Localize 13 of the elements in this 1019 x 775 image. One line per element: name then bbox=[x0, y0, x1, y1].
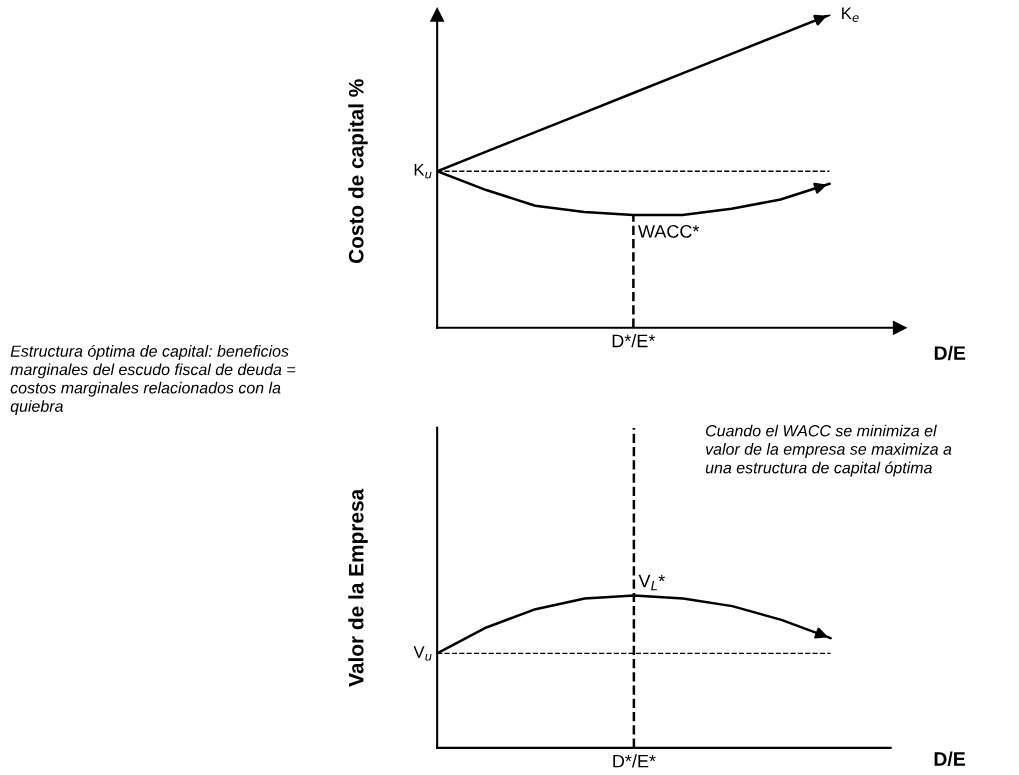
x-axis-title: D/E bbox=[934, 751, 965, 767]
text: D*/E* bbox=[613, 754, 656, 768]
y-axis-title: Valor de la Empresa bbox=[348, 488, 368, 687]
y-axis-title: Costo de capital % bbox=[348, 79, 368, 264]
text: V$_{L}$* bbox=[638, 574, 665, 591]
legend-label: K$_{e}$ bbox=[842, 7, 859, 22]
text: Estructura óptima de capital: beneficios marginales del escudo fiscal de deuda = costos marginales relacionados con la quiebra bbox=[10, 344, 296, 416]
text: D*/E* bbox=[612, 334, 656, 348]
text: V$_{u}$ bbox=[413, 646, 432, 661]
text: K$_{u}$ bbox=[414, 164, 432, 179]
text: Cuando el WACC se minimiza el valor de la empresa se maximiza a una estructura de capital óptima bbox=[705, 424, 952, 477]
x-axis-title: D/E bbox=[934, 345, 966, 361]
annotation: WACC* bbox=[638, 224, 700, 238]
